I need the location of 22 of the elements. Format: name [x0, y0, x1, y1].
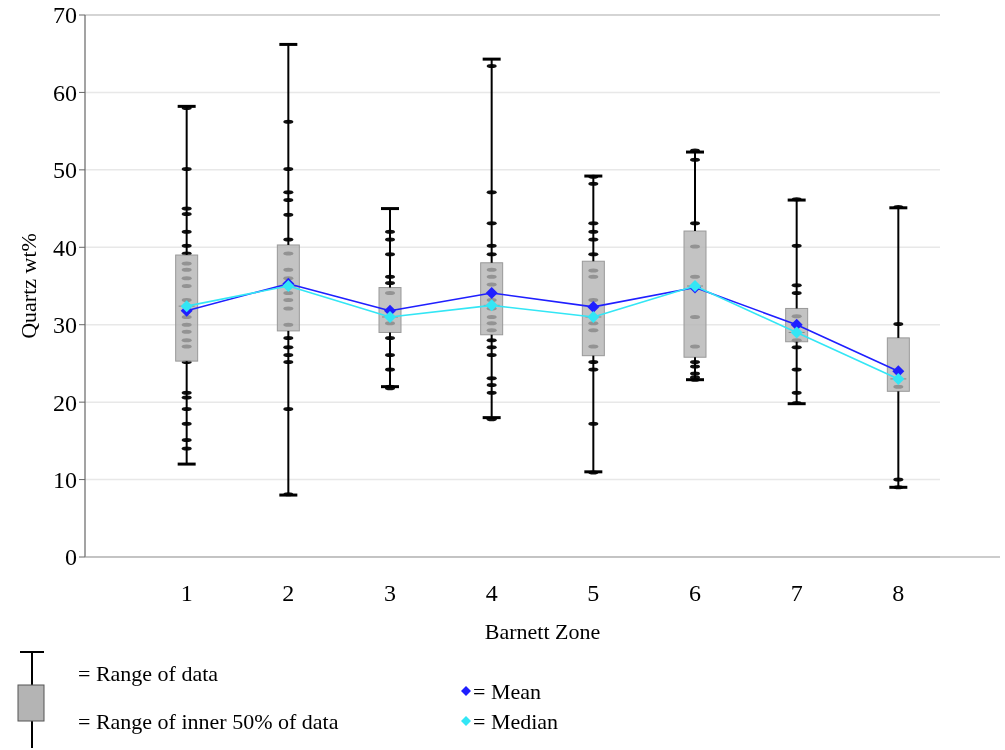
- text: = Range of inner 50% of data: [78, 709, 339, 734]
- x-tick-label: 5: [587, 580, 600, 606]
- y-tick-label: 40: [53, 234, 77, 261]
- y-tick-label: 60: [53, 79, 77, 106]
- x-axis-title: Barnett Zone: [484, 619, 601, 644]
- x-tick-label: 3: [384, 580, 396, 606]
- y-tick-label: 20: [53, 389, 77, 416]
- x-tick-label: 8: [892, 580, 905, 606]
- text: = Range of data: [78, 661, 219, 686]
- y-tick-label: 0: [65, 544, 77, 571]
- y-tick-label: 30: [53, 312, 77, 339]
- x-tick-label: 2: [282, 580, 295, 606]
- x-tick-label: 7: [790, 580, 803, 606]
- y-axis-title: Quartz wt%: [16, 233, 41, 339]
- legend-label: = Mean: [473, 678, 541, 704]
- x-tick-label: 4: [485, 580, 498, 606]
- x-tick-label: 6: [689, 580, 701, 606]
- y-tick-label: 50: [53, 157, 77, 184]
- y-tick-label: 10: [53, 466, 77, 493]
- x-tick-label: 1: [180, 580, 193, 606]
- y-tick-label: 70: [53, 2, 77, 29]
- legend-label: = Median: [473, 708, 559, 734]
